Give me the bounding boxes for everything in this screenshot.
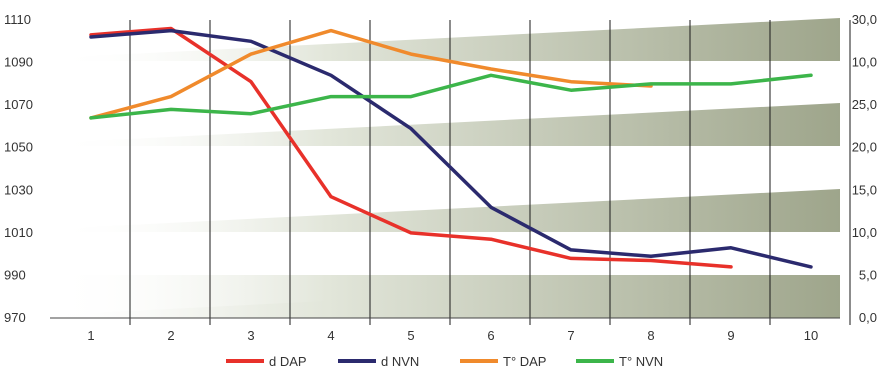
series-line-d-nvn (89, 28, 813, 269)
x-axis-tick-label: 5 (407, 328, 414, 343)
right-axis-tick-label: 30,0 (852, 12, 877, 27)
x-axis-tick-label: 7 (567, 328, 574, 343)
left-axis-tick-label: 1050 (4, 140, 33, 155)
legend: d DAP d NVN T° DAP T° NVN (226, 354, 663, 369)
legend-label: T° DAP (503, 354, 546, 369)
series-line-t-nvn (89, 73, 813, 120)
background-band-2 (50, 103, 840, 146)
background-bands (50, 18, 840, 318)
x-axis-tick-label: 3 (247, 328, 254, 343)
x-axis-tick-label: 9 (727, 328, 734, 343)
left-axis-tick-label: 1070 (4, 97, 33, 112)
right-axis-tick-label: 5,0 (859, 267, 877, 282)
x-axis-tick-label: 4 (327, 328, 334, 343)
background-band-base (50, 275, 840, 318)
right-axis-tick-label: 10,0 (852, 55, 877, 70)
right-axis-tick-label: 15,0 (852, 182, 877, 197)
legend-label: T° NVN (619, 354, 663, 369)
background-band-3 (50, 189, 840, 232)
left-axis-tick-label: 990 (4, 267, 26, 282)
left-axis-tick-label: 970 (4, 310, 26, 325)
left-axis-tick-label: 1010 (4, 225, 33, 240)
left-axis-tick-label: 1110 (4, 12, 31, 27)
x-axis-tick-label: 10 (804, 328, 818, 343)
legend-label: d NVN (381, 354, 419, 369)
left-axis-tick-label: 1030 (4, 182, 33, 197)
right-axis: 30,0 10,0 25,0 20,0 15,0 10,0 5,0 0,0 (852, 12, 877, 325)
right-axis-tick-label: 20,0 (852, 140, 877, 155)
right-axis-tick-label: 0,0 (859, 310, 877, 325)
series-line-d-dap (89, 26, 733, 269)
left-axis: 1110 1090 1070 1050 1030 1010 990 970 (4, 12, 33, 325)
x-axis-tick-label: 1 (87, 328, 94, 343)
right-axis-tick-label: 25,0 (852, 97, 877, 112)
background-band-1 (50, 18, 840, 61)
x-axis: 1 2 3 4 5 6 7 8 9 10 (87, 328, 818, 343)
series-layer (89, 26, 813, 269)
x-axis-tick-label: 2 (167, 328, 174, 343)
legend-label: d DAP (269, 354, 307, 369)
series-line-t-dap (89, 28, 653, 120)
right-axis-tick-label: 10,0 (852, 225, 877, 240)
left-axis-tick-label: 1090 (4, 55, 33, 70)
vertical-gridlines (129, 20, 851, 325)
x-axis-tick-label: 8 (647, 328, 654, 343)
x-axis-tick-label: 6 (487, 328, 494, 343)
